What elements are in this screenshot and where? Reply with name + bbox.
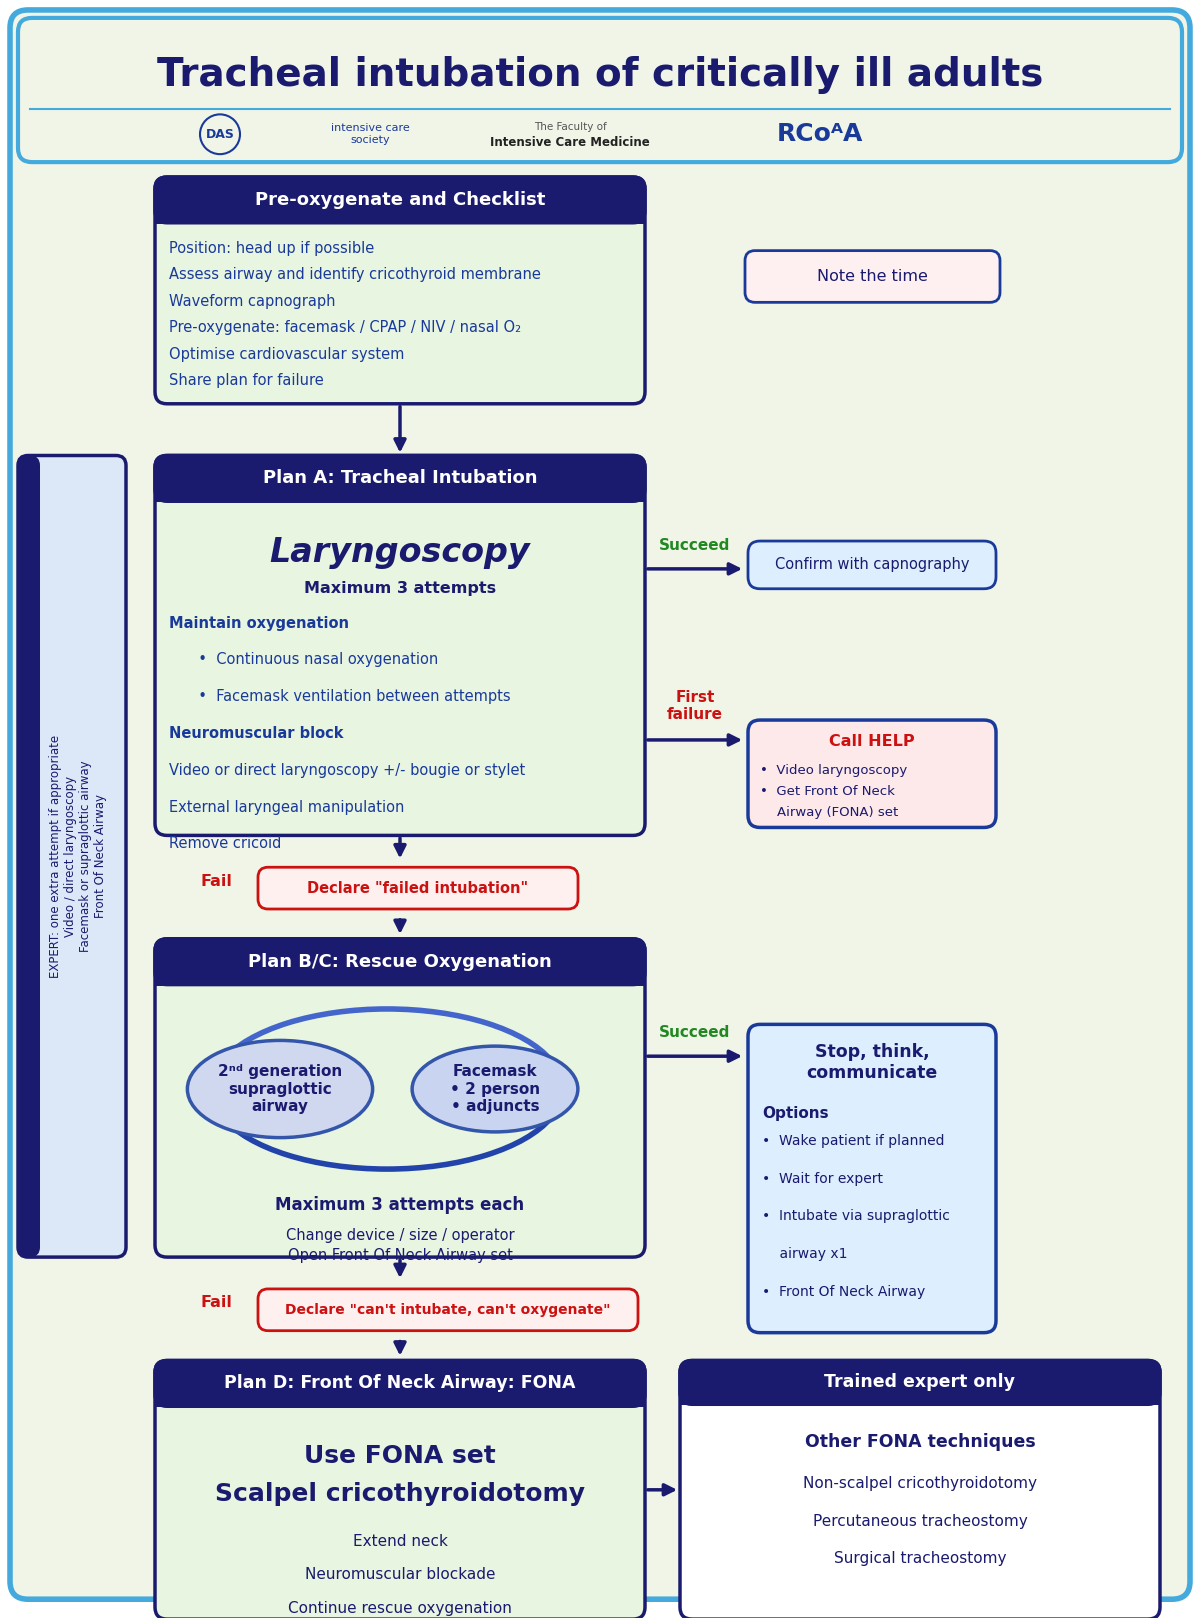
Text: Use FONA set: Use FONA set xyxy=(304,1443,496,1468)
Bar xyxy=(156,201,644,223)
Text: Scalpel cricothyroidotomy: Scalpel cricothyroidotomy xyxy=(215,1482,586,1506)
Text: Neuromuscular block: Neuromuscular block xyxy=(169,726,343,741)
Bar xyxy=(156,961,644,985)
Text: Video or direct laryngoscopy +/- bougie or stylet: Video or direct laryngoscopy +/- bougie … xyxy=(169,762,526,778)
Text: Other FONA techniques: Other FONA techniques xyxy=(805,1434,1036,1451)
Text: Waveform capnograph: Waveform capnograph xyxy=(169,294,336,309)
FancyBboxPatch shape xyxy=(748,1024,996,1333)
Text: Surgical tracheostomy: Surgical tracheostomy xyxy=(834,1552,1007,1566)
Text: Position: head up if possible: Position: head up if possible xyxy=(169,241,374,256)
Text: Declare "can't intubate, can't oxygenate": Declare "can't intubate, can't oxygenate… xyxy=(286,1302,611,1317)
Text: RCoᴬA: RCoᴬA xyxy=(776,123,863,146)
FancyBboxPatch shape xyxy=(155,456,646,835)
FancyBboxPatch shape xyxy=(10,10,1190,1599)
Text: Facemask
• 2 person
• adjuncts: Facemask • 2 person • adjuncts xyxy=(450,1065,540,1113)
Text: Plan B/C: Rescue Oxygenation: Plan B/C: Rescue Oxygenation xyxy=(248,953,552,971)
Text: Laryngoscopy: Laryngoscopy xyxy=(270,537,530,570)
Text: Confirm with capnography: Confirm with capnography xyxy=(775,557,970,573)
Text: First
failure: First failure xyxy=(667,689,722,722)
Text: Tracheal intubation of critically ill adults: Tracheal intubation of critically ill ad… xyxy=(157,55,1043,94)
FancyBboxPatch shape xyxy=(155,1361,646,1406)
Text: •  Get Front Of Neck: • Get Front Of Neck xyxy=(760,785,895,798)
Text: Maintain oxygenation: Maintain oxygenation xyxy=(169,615,349,631)
Text: •  Facemask ventilation between attempts: • Facemask ventilation between attempts xyxy=(190,689,511,704)
Text: Stop, think,
communicate: Stop, think, communicate xyxy=(806,1042,937,1081)
Text: Open Front Of Neck Airway set: Open Front Of Neck Airway set xyxy=(288,1247,512,1262)
FancyBboxPatch shape xyxy=(745,251,1000,303)
Text: Declare "failed intubation": Declare "failed intubation" xyxy=(307,880,528,896)
Text: Plan A: Tracheal Intubation: Plan A: Tracheal Intubation xyxy=(263,469,538,487)
Ellipse shape xyxy=(412,1047,578,1133)
Text: EXPERT: one extra attempt if appropriate
Video / direct laryngoscopy
Facemask or: EXPERT: one extra attempt if appropriate… xyxy=(49,735,107,977)
Text: Note the time: Note the time xyxy=(817,269,928,285)
Text: •  Video laryngoscopy: • Video laryngoscopy xyxy=(760,764,907,777)
FancyBboxPatch shape xyxy=(155,456,646,502)
Text: •  Wait for expert: • Wait for expert xyxy=(762,1171,883,1186)
Text: Maximum 3 attempts: Maximum 3 attempts xyxy=(304,581,496,597)
Text: Succeed: Succeed xyxy=(659,537,731,553)
Text: The Faculty of: The Faculty of xyxy=(534,123,606,133)
Text: Pre-oxygenate and Checklist: Pre-oxygenate and Checklist xyxy=(254,191,545,209)
Text: Percutaneous tracheostomy: Percutaneous tracheostomy xyxy=(812,1514,1027,1529)
Bar xyxy=(682,1382,1159,1406)
Text: Change device / size / operator: Change device / size / operator xyxy=(286,1228,515,1243)
Text: Non-scalpel cricothyroidotomy: Non-scalpel cricothyroidotomy xyxy=(803,1476,1037,1490)
FancyBboxPatch shape xyxy=(18,456,126,1257)
Text: Assess airway and identify cricothyroid membrane: Assess airway and identify cricothyroid … xyxy=(169,267,541,282)
Text: DAS: DAS xyxy=(205,128,234,141)
Text: •  Intubate via supraglottic: • Intubate via supraglottic xyxy=(762,1209,950,1223)
Ellipse shape xyxy=(187,1040,373,1137)
Text: Trained expert only: Trained expert only xyxy=(824,1374,1015,1391)
Text: Plan D: Front Of Neck Airway: FONA: Plan D: Front Of Neck Airway: FONA xyxy=(224,1374,576,1393)
Text: Options: Options xyxy=(762,1107,829,1121)
Text: •  Continuous nasal oxygenation: • Continuous nasal oxygenation xyxy=(190,652,438,667)
Text: intensive care
society: intensive care society xyxy=(331,123,409,146)
FancyBboxPatch shape xyxy=(748,540,996,589)
Text: Optimise cardiovascular system: Optimise cardiovascular system xyxy=(169,346,404,362)
Bar xyxy=(156,479,644,502)
Text: Intensive Care Medicine: Intensive Care Medicine xyxy=(490,136,650,149)
Text: Neuromuscular blockade: Neuromuscular blockade xyxy=(305,1568,496,1582)
Text: Airway (FONA) set: Airway (FONA) set xyxy=(760,806,899,819)
FancyBboxPatch shape xyxy=(258,1290,638,1330)
Text: Fail: Fail xyxy=(200,874,232,888)
Bar xyxy=(156,1383,644,1408)
Text: 2ⁿᵈ generation
supraglottic
airway: 2ⁿᵈ generation supraglottic airway xyxy=(218,1065,342,1113)
FancyBboxPatch shape xyxy=(155,176,646,404)
Text: Maximum 3 attempts each: Maximum 3 attempts each xyxy=(276,1196,524,1215)
FancyBboxPatch shape xyxy=(18,456,40,1257)
Text: Remove cricoid: Remove cricoid xyxy=(169,837,281,851)
FancyBboxPatch shape xyxy=(18,18,1182,162)
FancyBboxPatch shape xyxy=(155,1361,646,1618)
Text: Fail: Fail xyxy=(200,1296,232,1311)
Text: •  Front Of Neck Airway: • Front Of Neck Airway xyxy=(762,1285,925,1299)
FancyBboxPatch shape xyxy=(748,720,996,827)
Text: Share plan for failure: Share plan for failure xyxy=(169,374,324,388)
Text: •  Wake patient if planned: • Wake patient if planned xyxy=(762,1134,944,1147)
Text: Succeed: Succeed xyxy=(659,1026,731,1040)
FancyBboxPatch shape xyxy=(155,938,646,985)
Text: Extend neck: Extend neck xyxy=(353,1534,448,1548)
FancyBboxPatch shape xyxy=(155,938,646,1257)
Text: Pre-oxygenate: facemask / CPAP / NIV / nasal O₂: Pre-oxygenate: facemask / CPAP / NIV / n… xyxy=(169,320,521,335)
FancyBboxPatch shape xyxy=(680,1361,1160,1404)
Text: airway x1: airway x1 xyxy=(762,1247,847,1260)
Text: Continue rescue oxygenation: Continue rescue oxygenation xyxy=(288,1602,512,1616)
FancyBboxPatch shape xyxy=(258,867,578,909)
Text: Call HELP: Call HELP xyxy=(829,735,914,749)
FancyBboxPatch shape xyxy=(155,176,646,223)
FancyBboxPatch shape xyxy=(680,1361,1160,1618)
Text: External laryngeal manipulation: External laryngeal manipulation xyxy=(169,799,404,814)
